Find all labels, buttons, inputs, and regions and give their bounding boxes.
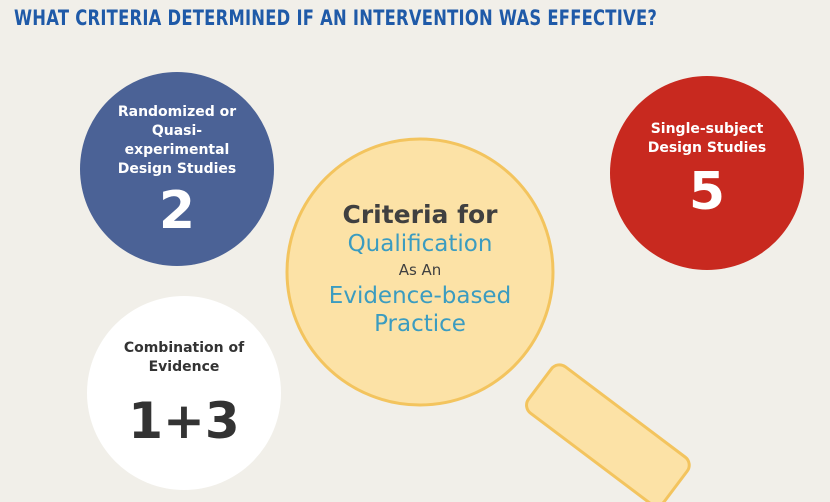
combination-label: Combination of Evidence	[123, 340, 245, 375]
magnifier-handle	[525, 363, 691, 502]
center-line-evidence-based: Evidence-based	[328, 283, 512, 309]
randomized-studies-circle: Randomized or Quasi-experimental Design …	[80, 72, 274, 266]
center-line-criteria: Criteria for	[342, 200, 498, 229]
magnifier-lens	[285, 137, 555, 407]
single-subject-label: Single-subject Design Studies	[647, 121, 767, 156]
center-text: Criteria for Qualification As An Evidenc…	[288, 200, 552, 338]
center-line-qualification: Qualification	[347, 231, 493, 257]
page-title: WHAT CRITERIA DETERMINED IF AN INTERVENT…	[14, 6, 658, 30]
combination-circle: Combination of Evidence 1+3	[87, 296, 281, 490]
randomized-studies-label: Randomized or Quasi-experimental Design …	[117, 104, 237, 177]
randomized-studies-count: 2	[158, 181, 196, 241]
combination-count: 1+3	[128, 392, 240, 450]
single-subject-count: 5	[688, 162, 726, 222]
single-subject-circle: Single-subject Design Studies 5	[610, 76, 804, 270]
center-line-as-an: As An	[398, 261, 442, 279]
center-line-practice: Practice	[374, 311, 466, 337]
